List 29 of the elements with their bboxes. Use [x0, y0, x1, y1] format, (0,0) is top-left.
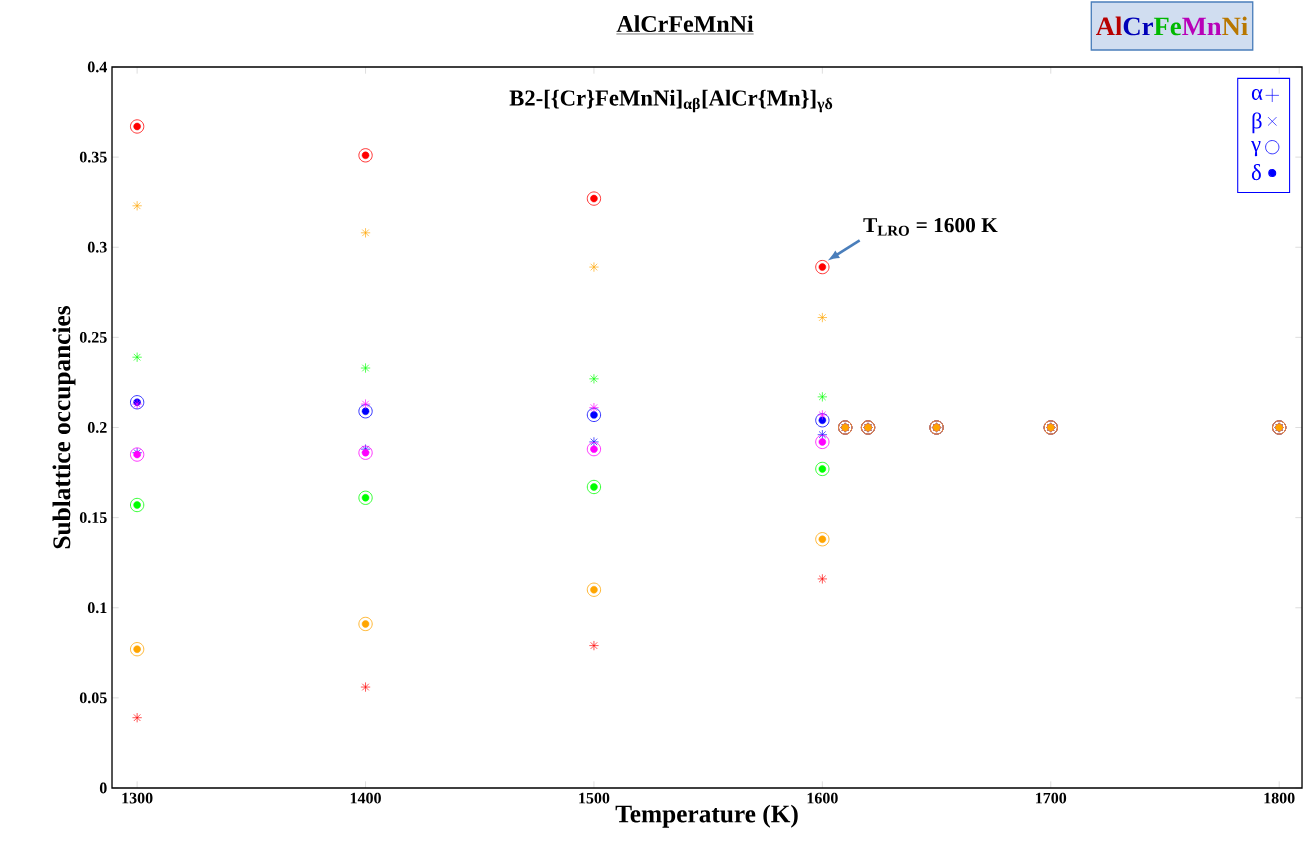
y-tick-label: 0.1 [87, 602, 107, 614]
y-tick-label: 0.15 [79, 512, 107, 524]
x-tick-label: 1400 [350, 792, 381, 804]
y-tick-label: 0.25 [79, 331, 107, 343]
text: Cr [1123, 17, 1153, 36]
y-axis-title: Sublattice occupancies [52, 306, 76, 549]
y-tick-label: 0 [99, 782, 107, 794]
chart-title: AlCrFeMnNi [616, 15, 754, 33]
y-tick-label: 0.2 [87, 422, 107, 433]
y-tick-label: 0.4 [87, 61, 107, 73]
x-tick-label: 1300 [122, 792, 153, 804]
x-axis-title: Temperature (K) [615, 804, 798, 828]
text: B2-[{Cr}FeMnNi]$_{αβ}$[AlCr{Mn}]$_{γδ}$ [509, 89, 833, 113]
legend-label: α [1251, 89, 1263, 100]
y-tick-label: 0.35 [79, 151, 107, 163]
y-tick-label: 0.3 [87, 241, 107, 253]
x-tick-label: 1600 [807, 792, 838, 804]
annotation: T$_{LRO}$ = 1600 K [863, 217, 998, 236]
text: Mn [1182, 17, 1222, 36]
text: Ni [1222, 16, 1248, 36]
x-tick-label: 1700 [1036, 792, 1067, 804]
legend-label: δ [1251, 164, 1261, 181]
text: Fe [1153, 17, 1181, 36]
text: Al [1095, 16, 1122, 36]
y-tick-label: 0.05 [79, 692, 107, 704]
x-tick-label: 1500 [579, 792, 610, 804]
legend-label: β [1252, 112, 1262, 134]
x-tick-label: 1800 [1264, 792, 1295, 804]
legend-label: γ [1251, 140, 1261, 157]
